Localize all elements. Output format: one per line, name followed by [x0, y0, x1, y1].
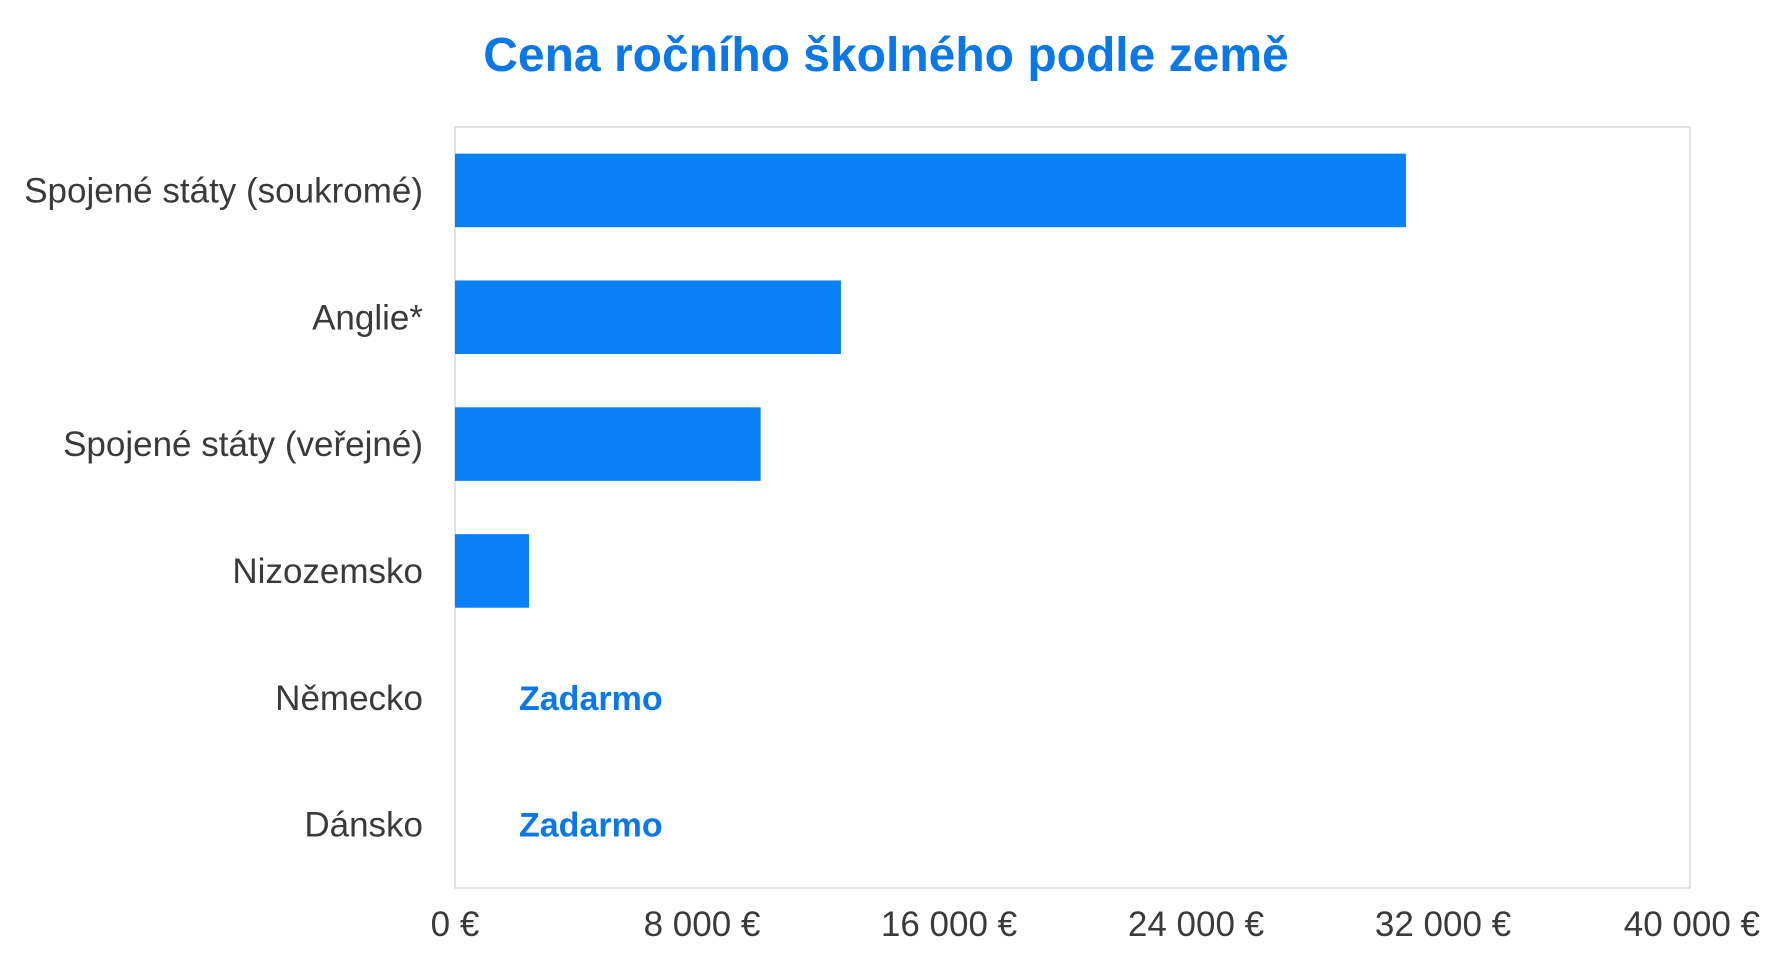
x-tick-label: 0 €: [431, 905, 480, 944]
data-label: Zadarmo: [519, 807, 663, 845]
x-tick-label: 40 000 €: [1624, 905, 1760, 944]
category-label: Anglie*: [312, 298, 423, 337]
chart-title: Cena ročního školného podle země: [483, 29, 1289, 82]
bar: [455, 280, 841, 355]
x-tick-label: 8 000 €: [644, 905, 761, 944]
x-tick-label: 32 000 €: [1375, 905, 1511, 944]
x-tick-label: 16 000 €: [881, 905, 1017, 944]
category-label: Nizozemsko: [232, 552, 423, 591]
data-label: Zadarmo: [519, 680, 663, 718]
plot-area-border: [454, 126, 1691, 889]
bar: [455, 153, 1406, 228]
category-label: Německo: [275, 679, 423, 718]
category-label: Spojené státy (soukromé): [24, 171, 423, 210]
category-label: Spojené státy (veřejné): [63, 425, 423, 464]
category-label: Dánsko: [304, 806, 423, 845]
bar: [455, 534, 530, 608]
x-tick-label: 24 000 €: [1128, 905, 1264, 944]
bar: [455, 407, 761, 481]
